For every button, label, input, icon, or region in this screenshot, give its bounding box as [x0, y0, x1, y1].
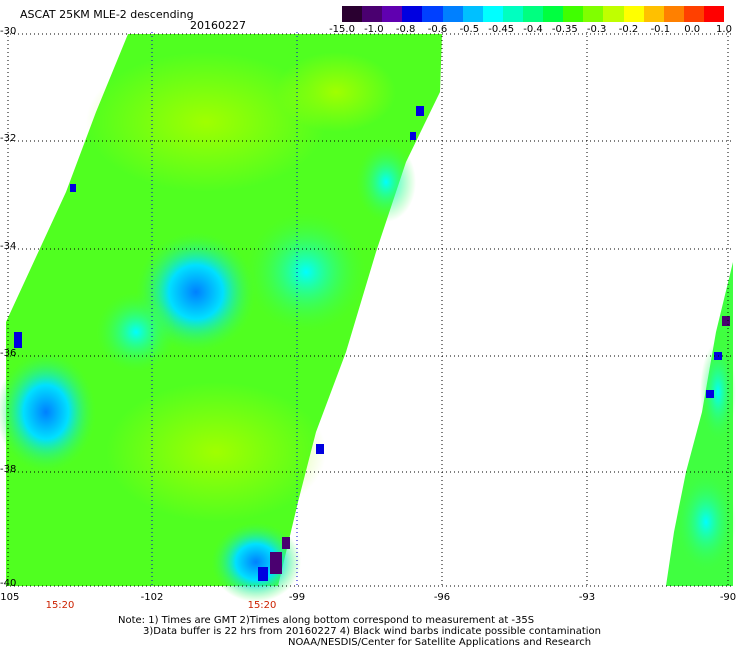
colorbar-tick: -0.6 — [427, 24, 448, 35]
colorbar-tick: -0.2 — [618, 24, 639, 35]
colorbar-segment — [522, 6, 544, 22]
time-label-2: 15:20 — [247, 600, 277, 611]
colorbar — [342, 6, 725, 22]
colorbar-segment — [422, 6, 443, 22]
dark-pixel — [410, 132, 416, 140]
chart-title: ASCAT 25KM MLE-2 descending — [20, 8, 194, 21]
lat-label-40: -40 — [0, 578, 17, 589]
lon-label-105: -105 — [0, 592, 20, 603]
colorbar-ticks: -15.0 -1.0 -0.8 -0.6 -0.5 -0.45 -0.4 -0.35 -0.3-… — [329, 24, 732, 38]
colorbar-segment — [402, 6, 423, 22]
colorbar-segment — [703, 6, 725, 22]
swath-patch — [246, 212, 366, 332]
colorbar-segment — [623, 6, 644, 22]
colorbar-segment — [502, 6, 523, 22]
dark-pixel — [282, 537, 290, 549]
dark-pixel — [316, 444, 324, 454]
colorbar-segment — [543, 6, 564, 22]
colorbar-segment — [482, 6, 503, 22]
note-line-2: 3)Data buffer is 22 hrs from 20160227 4)… — [143, 626, 601, 637]
lon-label-93: -93 — [578, 592, 596, 603]
swath-patch — [700, 342, 736, 442]
time-label-1: 15:20 — [45, 600, 75, 611]
colorbar-tick: -0.4 — [523, 24, 543, 35]
colorbar-segment — [663, 6, 684, 22]
lat-label-34: -34 — [0, 241, 17, 252]
swath-patch — [0, 352, 96, 472]
swath-map — [0, 32, 736, 602]
colorbar-segment — [563, 6, 584, 22]
lat-label-30: -30 — [0, 26, 17, 37]
colorbar-tick: -1.0 — [364, 24, 384, 35]
colorbar-tick: -0.8 — [395, 24, 416, 35]
note-line-3: NOAA/NESDIS/Center for Satellite Applica… — [288, 637, 592, 648]
colorbar-segment — [583, 6, 604, 22]
dark-pixel — [270, 552, 282, 574]
swath-patch — [356, 142, 416, 222]
colorbar-tick: 0.0 — [684, 24, 701, 35]
lon-label-90: -90 — [719, 592, 737, 603]
swath-patch — [86, 52, 326, 192]
dark-pixel — [416, 106, 424, 116]
swath-patch — [211, 522, 301, 602]
colorbar-segment — [643, 6, 664, 22]
note-line-1: Note: 1) Times are GMT 2)Times along bot… — [118, 615, 535, 626]
lon-label-102: -102 — [140, 592, 164, 603]
colorbar-segment — [342, 6, 363, 22]
swath-patch — [276, 52, 396, 132]
lon-label-99: -99 — [288, 592, 306, 603]
swath-patch — [106, 382, 326, 522]
colorbar-tick: -0.1 — [650, 24, 671, 35]
swath-patch — [96, 292, 176, 372]
colorbar-segment — [462, 6, 483, 22]
lat-label-36: -36 — [0, 348, 17, 359]
colorbar-tick: -15.0 — [329, 24, 355, 35]
colorbar-segment — [442, 6, 463, 22]
colorbar-tick: 1.0 — [716, 24, 732, 35]
colorbar-tick: -0.5 — [459, 24, 480, 35]
dark-pixel — [70, 184, 76, 192]
colorbar-tick: -0.3 — [586, 24, 607, 35]
colorbar-tick: -0.45 — [488, 24, 515, 35]
chart-date: 20160227 — [190, 19, 246, 32]
colorbar-segment — [603, 6, 624, 22]
lat-label-32: -32 — [0, 133, 17, 144]
swath-patch — [676, 472, 736, 572]
colorbar-segment — [683, 6, 704, 22]
colorbar-segment — [362, 6, 383, 22]
lat-label-38: -38 — [0, 464, 17, 475]
colorbar-segment — [382, 6, 403, 22]
dark-pixel — [14, 332, 22, 348]
dark-pixel — [722, 316, 730, 326]
dark-pixel — [706, 390, 714, 398]
colorbar-tick: -0.35 — [551, 24, 578, 35]
dark-pixel — [258, 567, 268, 581]
lon-label-96: -96 — [433, 592, 451, 603]
